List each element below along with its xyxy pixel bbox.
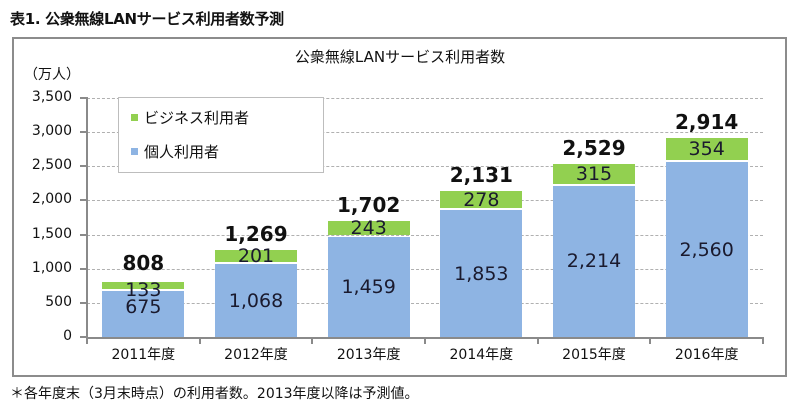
gridline <box>87 200 763 202</box>
total-value-label: 1,702 <box>337 192 401 217</box>
gridline <box>87 132 763 134</box>
y-tick-mark <box>80 233 87 236</box>
individual-value-label: 1,459 <box>341 276 396 299</box>
x-category-label: 2015年度 <box>562 347 626 363</box>
bar-individual <box>553 185 635 337</box>
x-category-label: 2016年度 <box>674 347 739 363</box>
y-tick-label: 2,500 <box>31 157 72 174</box>
bar-individual <box>665 162 748 337</box>
x-tick-mark <box>536 337 539 344</box>
y-axis <box>86 97 88 338</box>
x-category-label: 2011年度 <box>111 347 176 363</box>
x-tick-mark <box>762 337 764 344</box>
individual-value-label: 1,853 <box>454 262 509 285</box>
x-category-label: 2013年度 <box>336 347 401 363</box>
y-tick-label: 3,500 <box>31 89 72 105</box>
bar-business <box>215 250 297 263</box>
gridline <box>87 268 763 270</box>
chart-title: 公衆無線LANサービス利用者数 <box>294 48 506 66</box>
individual-value-label: 2,560 <box>679 238 734 261</box>
x-tick-mark <box>424 337 426 344</box>
x-category-label: 2012年度 <box>224 347 288 363</box>
business-value-label: 133 <box>125 278 162 301</box>
y-tick-mark <box>80 199 87 202</box>
y-tick-mark <box>80 97 87 99</box>
total-value-label: 2,529 <box>562 136 626 161</box>
y-tick-label: 1,000 <box>31 259 72 276</box>
legend-item-business: ビジネス利用者 <box>131 107 249 128</box>
total-value-label: 808 <box>122 250 165 275</box>
legend-item-individual: 個人利用者 <box>131 141 219 162</box>
legend-label: ビジネス利用者 <box>144 109 250 127</box>
page-title: 表1. 公衆無線LANサービス利用者数予測 <box>10 10 284 28</box>
business-value-label: 315 <box>575 163 613 186</box>
business-value-label: 354 <box>688 138 725 161</box>
bar-business <box>553 164 635 184</box>
footnote: ＊各年度末（3月末時点）の利用者数。2013年度以降は予測値。 <box>10 386 419 402</box>
legend: ビジネス利用者 個人利用者 <box>118 97 324 173</box>
y-tick-mark <box>80 131 87 134</box>
y-tick-mark <box>80 267 87 270</box>
bar-business <box>327 220 410 236</box>
gridline <box>87 302 763 304</box>
x-tick-mark <box>198 337 201 344</box>
gridline <box>87 98 763 99</box>
business-value-label: 201 <box>237 245 275 268</box>
y-axis-unit: （万人） <box>24 67 80 83</box>
y-tick-label: 0 <box>63 328 72 344</box>
y-tick-label: 1,500 <box>31 225 72 242</box>
x-tick-mark <box>311 337 314 344</box>
y-tick-label: 3,000 <box>31 123 72 140</box>
legend-label: 個人利用者 <box>144 143 220 161</box>
gridline <box>87 234 763 236</box>
total-value-label: 2,131 <box>449 163 513 188</box>
bar-business <box>440 191 523 209</box>
bar-individual <box>327 237 410 337</box>
total-value-label: 2,914 <box>675 110 739 134</box>
bar-individual <box>102 290 185 337</box>
bar-business <box>665 138 748 161</box>
bar-business <box>102 281 185 289</box>
individual-value-label: 675 <box>125 295 162 318</box>
individual-value-label: 2,214 <box>566 250 622 273</box>
bar-individual <box>440 210 523 337</box>
y-tick-label: 2,000 <box>31 191 72 208</box>
business-swatch-icon <box>131 114 138 121</box>
gridline <box>87 166 763 168</box>
x-tick-mark <box>649 337 652 344</box>
total-value-label: 1,269 <box>224 222 288 247</box>
individual-swatch-icon <box>131 148 138 155</box>
y-tick-mark <box>80 301 87 304</box>
y-tick-mark <box>80 165 87 168</box>
business-value-label: 278 <box>463 188 500 211</box>
y-tick-mark <box>80 336 87 338</box>
x-category-label: 2014年度 <box>449 347 514 363</box>
business-value-label: 243 <box>350 217 387 240</box>
bar-individual <box>215 264 297 337</box>
y-tick-label: 500 <box>45 293 72 310</box>
individual-value-label: 1,068 <box>228 289 284 312</box>
x-tick-mark <box>86 337 88 344</box>
